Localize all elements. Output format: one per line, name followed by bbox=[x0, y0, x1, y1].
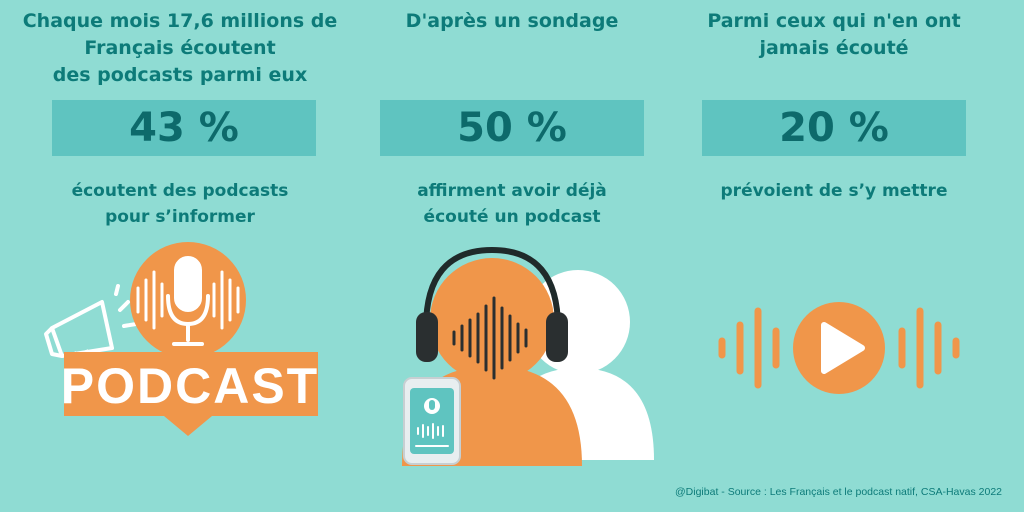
microphone-icon bbox=[166, 256, 210, 346]
column-1-description: écoutent des podcasts pour s’informer bbox=[71, 181, 289, 227]
column-3: Parmi ceux qui n'en ont jamais écouté bbox=[674, 0, 994, 92]
play-illustration bbox=[718, 302, 960, 394]
podcast-illustration: PODCAST bbox=[44, 242, 319, 436]
column-3-heading: Parmi ceux qui n'en ont jamais écouté bbox=[707, 10, 961, 59]
play-icon bbox=[821, 322, 865, 374]
column-2-heading: D'après un sondage bbox=[405, 10, 619, 32]
sound-wave-icon bbox=[718, 307, 960, 389]
column-2-description: affirment avoir déjà écouté un podcast bbox=[417, 181, 607, 227]
podcast-label: PODCAST bbox=[61, 358, 319, 414]
sound-wave-icon bbox=[452, 296, 528, 380]
headphones-icon bbox=[416, 246, 568, 362]
column-2: D'après un sondage bbox=[352, 0, 672, 92]
stat-box-50: 50 % bbox=[380, 100, 644, 156]
column-1: Chaque mois 17,6 millions de Français éc… bbox=[20, 0, 340, 92]
source-credit: @Digibat - Source : Les Français et le p… bbox=[675, 486, 1002, 498]
sound-wave-icon bbox=[136, 270, 240, 330]
column-1-heading: Chaque mois 17,6 millions de Français éc… bbox=[22, 10, 338, 86]
smartphone-icon bbox=[403, 377, 461, 465]
stat-box-43: 43 % bbox=[52, 100, 316, 156]
listeners-illustration bbox=[402, 246, 654, 466]
column-3-description: prévoient de s’y mettre bbox=[720, 181, 948, 201]
stat-box-20: 20 % bbox=[702, 100, 966, 156]
podcast-banner bbox=[64, 352, 318, 416]
